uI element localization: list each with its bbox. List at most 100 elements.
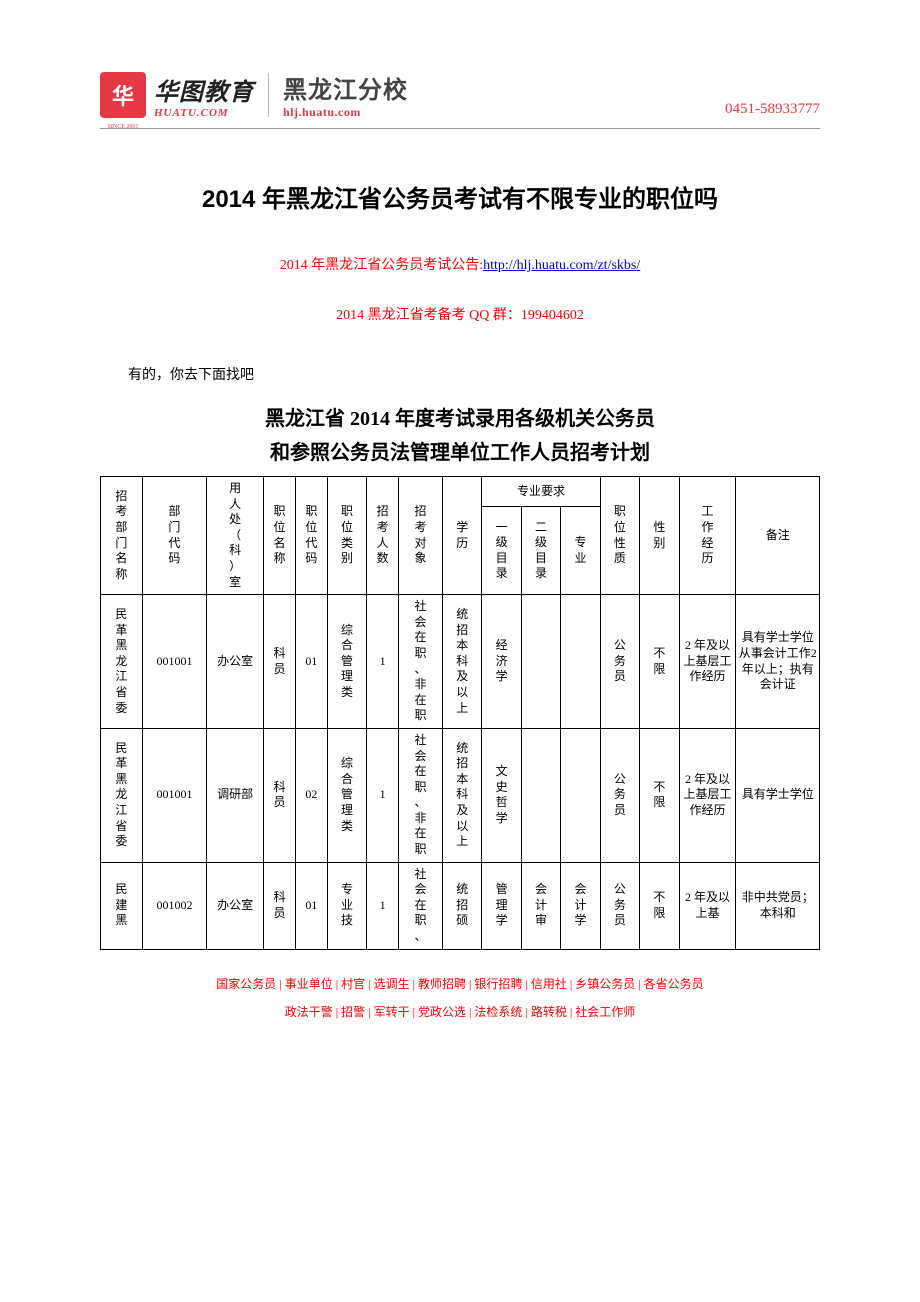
- job-table: 招考部门名称 部门代码 用人处（科）室 职位名称 职位代码 职位类别 招考人数 …: [100, 476, 820, 950]
- cell-c13: 2 年及以上基层工作经历: [679, 595, 736, 729]
- cell-c11: 公务员: [600, 862, 639, 949]
- cell-c7: 1: [367, 728, 399, 862]
- header-phone: 0451-58933777: [725, 101, 820, 120]
- cell-c10b: [521, 728, 560, 862]
- th-pos-nature: 职位性质: [600, 477, 639, 595]
- cell-c9: 统招本科及以上: [443, 595, 482, 729]
- logo-huatu-text: 华图教育 HUATU.COM: [154, 72, 254, 119]
- cell-c2: 001002: [142, 862, 206, 949]
- th-pos-type: 职位类别: [327, 477, 366, 595]
- cell-c11: 公务员: [600, 595, 639, 729]
- cell-c6: 综合管理类: [327, 728, 366, 862]
- th-dept-code: 部门代码: [142, 477, 206, 595]
- th-major-group: 专业要求: [482, 477, 600, 507]
- cell-c5: 01: [295, 595, 327, 729]
- footer-link[interactable]: 国家公务员: [216, 977, 276, 991]
- cell-c12: 不限: [640, 728, 679, 862]
- body-intro: 有的，你去下面找吧: [100, 364, 820, 384]
- th-major-3: 专业: [561, 507, 600, 595]
- footer-sep: |: [567, 1005, 575, 1019]
- notice-prefix: 2014 年黑龙江省公务员考试公告:: [280, 258, 483, 273]
- footer-link[interactable]: 政法干警: [285, 1005, 333, 1019]
- footer-line2: 政法干警|招警|军转干|党政公选|法检系统|路转税|社会工作师: [100, 998, 820, 1027]
- footer-sep: |: [333, 1005, 341, 1019]
- cell-c12: 不限: [640, 595, 679, 729]
- cell-c9: 统招硕: [443, 862, 482, 949]
- footer-link[interactable]: 军转干: [374, 1005, 410, 1019]
- th-office: 用人处（科）室: [207, 477, 264, 595]
- th-pos-name: 职位名称: [264, 477, 296, 595]
- footer-sep: |: [635, 977, 643, 991]
- footer-link[interactable]: 银行招聘: [474, 977, 522, 991]
- footer-link[interactable]: 路转税: [531, 1005, 567, 1019]
- footer-link[interactable]: 招警: [341, 1005, 365, 1019]
- logo-hlj: 黑龙江分校 hlj.huatu.com: [283, 70, 408, 120]
- footer-link[interactable]: 信用社: [531, 977, 567, 991]
- footer-link[interactable]: 各省公务员: [644, 977, 704, 991]
- notice-link[interactable]: http://hlj.huatu.com/zt/skbs/: [483, 258, 640, 273]
- cell-c11: 公务员: [600, 728, 639, 862]
- cell-c12: 不限: [640, 862, 679, 949]
- subtitle-line2: 和参照公务员法管理单位工作人员招考计划: [270, 442, 650, 464]
- cell-c8: 社会在职、非在职: [399, 595, 443, 729]
- cell-c3: 办公室: [207, 862, 264, 949]
- logo-huatu-cn: 华图教育: [154, 72, 254, 107]
- cell-c10c: [561, 595, 600, 729]
- logo-divider: [268, 73, 269, 117]
- cell-c3: 办公室: [207, 595, 264, 729]
- footer-link[interactable]: 党政公选: [418, 1005, 466, 1019]
- footer-sep: |: [567, 977, 575, 991]
- footer-sep: |: [276, 977, 284, 991]
- logo-hlj-en: hlj.huatu.com: [283, 105, 408, 120]
- subtitle: 黑龙江省 2014 年度考试录用各级机关公务员 和参照公务员法管理单位工作人员招…: [100, 402, 820, 470]
- cell-c10b: 会计审: [521, 862, 560, 949]
- cell-c10a: 经济学: [482, 595, 521, 729]
- job-table-head: 招考部门名称 部门代码 用人处（科）室 职位名称 职位代码 职位类别 招考人数 …: [101, 477, 820, 595]
- cell-c9: 统招本科及以上: [443, 728, 482, 862]
- table-row: 民革黑龙江省委001001办公室科员01综合管理类1社会在职、非在职统招本科及以…: [101, 595, 820, 729]
- footer-sep: |: [365, 1005, 373, 1019]
- footer-link[interactable]: 法检系统: [474, 1005, 522, 1019]
- footer-sep: |: [522, 1005, 530, 1019]
- logo-huatu-en: HUATU.COM: [154, 107, 254, 119]
- cell-c3: 调研部: [207, 728, 264, 862]
- cell-c10c: 会计学: [561, 862, 600, 949]
- cell-c14: 具有学士学位从事会计工作2 年以上；执有会计证: [736, 595, 820, 729]
- footer-link[interactable]: 选调生: [374, 977, 410, 991]
- th-pos-code: 职位代码: [295, 477, 327, 595]
- cell-c4: 科员: [264, 728, 296, 862]
- cell-c4: 科员: [264, 862, 296, 949]
- footer-link[interactable]: 村官: [341, 977, 365, 991]
- cell-c1: 民建黑: [101, 862, 143, 949]
- cell-c13: 2 年及以上基: [679, 862, 736, 949]
- footer-link[interactable]: 社会工作师: [575, 1005, 635, 1019]
- cell-c8: 社会在职、非在职: [399, 728, 443, 862]
- cell-c7: 1: [367, 595, 399, 729]
- cell-c2: 001001: [142, 595, 206, 729]
- cell-c6: 专业技: [327, 862, 366, 949]
- page-header: 华 华图教育 HUATU.COM 黑龙江分校 hlj.huatu.com 045…: [100, 70, 820, 129]
- cell-c13: 2 年及以上基层工作经历: [679, 728, 736, 862]
- footer-line1: 国家公务员|事业单位|村官|选调生|教师招聘|银行招聘|信用社|乡镇公务员|各省…: [100, 970, 820, 999]
- th-exp: 工作经历: [679, 477, 736, 595]
- qq-line: 2014 黑龙江省考备考 QQ 群：199404602: [100, 304, 820, 324]
- th-gender: 性别: [640, 477, 679, 595]
- footer-link[interactable]: 事业单位: [285, 977, 333, 991]
- cell-c10c: [561, 728, 600, 862]
- footer-sep: |: [410, 977, 418, 991]
- cell-c14: 具有学士学位: [736, 728, 820, 862]
- footer-link[interactable]: 乡镇公务员: [575, 977, 635, 991]
- th-dept-name: 招考部门名称: [101, 477, 143, 595]
- th-note: 备注: [736, 477, 820, 595]
- th-count: 招考人数: [367, 477, 399, 595]
- footer-sep: |: [522, 977, 530, 991]
- footer-link[interactable]: 教师招聘: [418, 977, 466, 991]
- cell-c2: 001001: [142, 728, 206, 862]
- job-table-body: 民革黑龙江省委001001办公室科员01综合管理类1社会在职、非在职统招本科及以…: [101, 595, 820, 949]
- page-title: 2014 年黑龙江省公务员考试有不限专业的职位吗: [100, 179, 820, 214]
- cell-c8: 社会在职、: [399, 862, 443, 949]
- cell-c5: 02: [295, 728, 327, 862]
- cell-c1: 民革黑龙江省委: [101, 595, 143, 729]
- footer-sep: |: [410, 1005, 418, 1019]
- footer-sep: |: [333, 977, 341, 991]
